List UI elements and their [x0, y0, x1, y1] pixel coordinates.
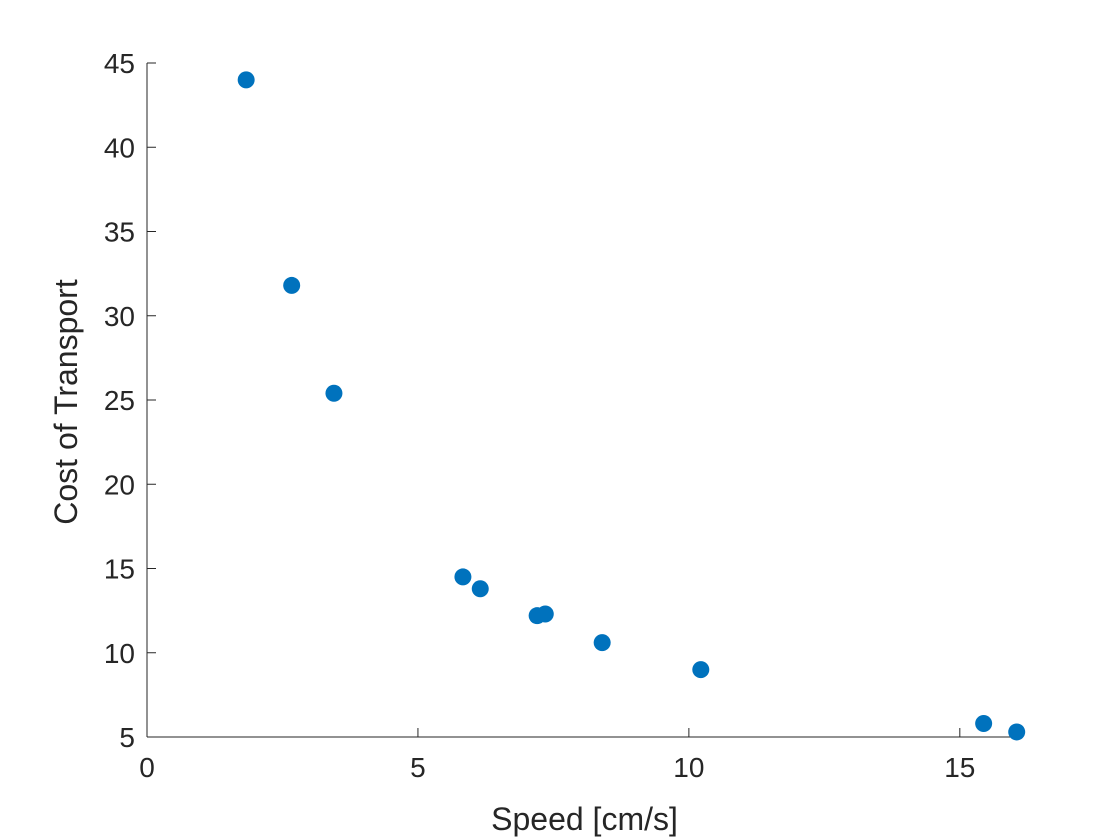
- y-ticks: 5 10 15 20 25 30 35 40 45: [104, 48, 156, 753]
- x-tick-label: 10: [673, 752, 704, 783]
- data-point: [536, 605, 554, 623]
- y-axis-title: Cost of Transport: [48, 279, 84, 525]
- data-point: [692, 661, 710, 679]
- data-points: [237, 71, 1026, 741]
- y-tick-label: 40: [104, 132, 135, 163]
- x-ticks: 0 5 10 15: [139, 728, 975, 783]
- data-point: [975, 715, 993, 733]
- y-tick-label: 45: [104, 48, 135, 79]
- axes: [146, 63, 1014, 738]
- data-point: [593, 634, 611, 652]
- data-point: [454, 568, 472, 586]
- data-point: [325, 384, 343, 402]
- x-tick-label: 0: [139, 752, 155, 783]
- y-tick-label: 25: [104, 385, 135, 416]
- data-point: [237, 71, 255, 89]
- data-point: [471, 580, 489, 598]
- y-tick-label: 10: [104, 638, 135, 669]
- y-tick-label: 35: [104, 217, 135, 248]
- x-tick-label: 15: [944, 752, 975, 783]
- y-tick-label: 30: [104, 301, 135, 332]
- y-tick-label: 20: [104, 469, 135, 500]
- y-tick-label: 5: [119, 722, 135, 753]
- x-axis-title: Speed [cm/s]: [491, 801, 678, 837]
- data-point: [1008, 723, 1026, 741]
- y-tick-label: 15: [104, 554, 135, 585]
- data-point: [283, 276, 301, 294]
- x-tick-label: 5: [410, 752, 426, 783]
